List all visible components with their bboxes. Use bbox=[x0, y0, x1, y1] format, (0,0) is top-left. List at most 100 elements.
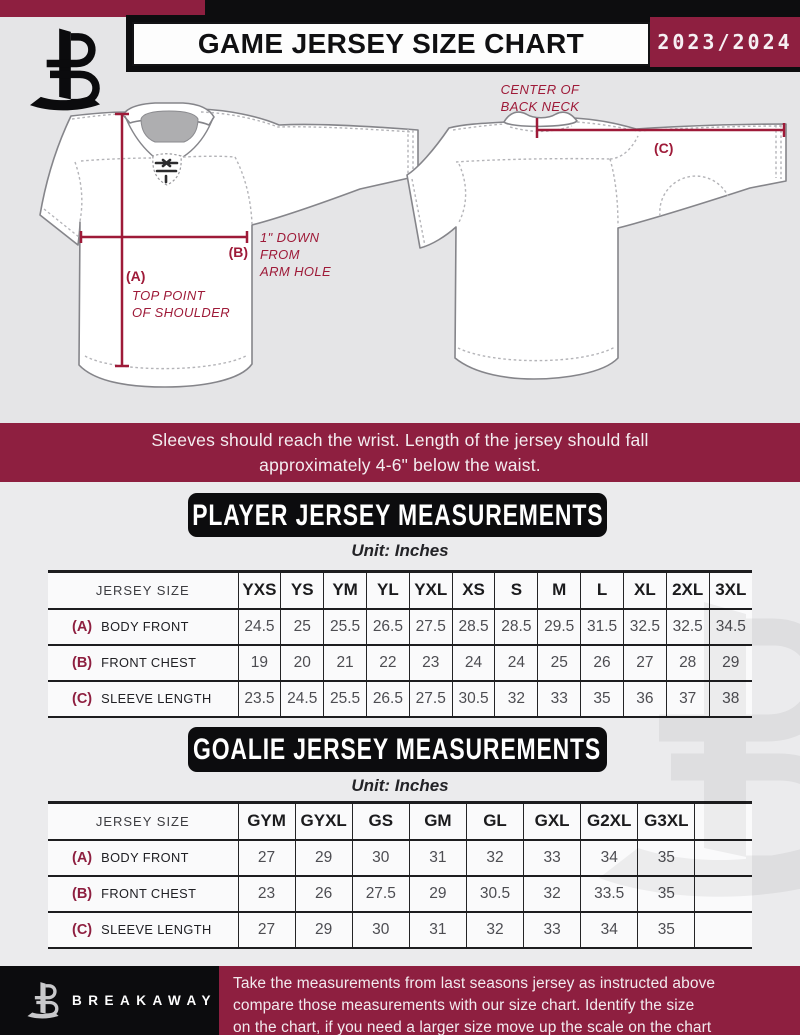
measurement-cell: 24 bbox=[451, 644, 495, 682]
measurement-row: (B) FRONT CHEST 23 26 27.5 29 30.5 32 33.5 35 bbox=[48, 875, 752, 913]
row-label-cell: (B) FRONT CHEST bbox=[48, 644, 238, 682]
size-column-header: S bbox=[494, 570, 538, 610]
row-label-cell: (C) SLEEVE LENGTH bbox=[48, 680, 238, 718]
player-measurements-table: JERSEY SIZE YXS YS YM YL YXL XS S M L XL 2XL 3XL (A) B… bbox=[48, 570, 752, 718]
size-column-header: XL bbox=[622, 570, 667, 610]
measurement-cell bbox=[694, 839, 752, 877]
measurement-cell: 30.5 bbox=[451, 680, 495, 718]
measurement-cell: 31 bbox=[408, 839, 467, 877]
measurement-cell: 29.5 bbox=[537, 608, 581, 646]
footer-note-line-3: on the chart, if you need a larger size … bbox=[233, 1019, 712, 1035]
size-column-header: L bbox=[580, 570, 624, 610]
measurement-cell: 36 bbox=[622, 680, 667, 718]
goalie-measurements-table: JERSEY SIZE GYM GYXL GS GM GL GXL G2XL G3XL (A) BO… bbox=[48, 801, 752, 949]
lace-placket bbox=[152, 153, 182, 186]
measurement-cell: 30 bbox=[351, 911, 410, 949]
footer-brand-block: BREAKAWAY bbox=[0, 966, 219, 1035]
back-collar bbox=[503, 111, 578, 128]
row-label-cell: (A) BODY FRONT bbox=[48, 839, 238, 877]
measurement-cell: 29 bbox=[708, 644, 752, 682]
row-key: (C) bbox=[72, 921, 93, 938]
label-b-note-1: 1" DOWN bbox=[260, 230, 320, 245]
size-column-header: G2XL bbox=[580, 801, 638, 841]
measurement-cell: 21 bbox=[323, 644, 367, 682]
measurement-cell: 27 bbox=[237, 911, 296, 949]
label-b: (B) bbox=[229, 244, 248, 260]
size-column-header: YXS bbox=[237, 570, 281, 610]
size-column-header: GXL bbox=[523, 801, 581, 841]
measurement-row: (C) SLEEVE LENGTH 23.5 24.5 25.5 26.5 27.5 30.5… bbox=[48, 680, 752, 718]
measurement-cell: 25 bbox=[280, 608, 324, 646]
size-column-header: G3XL bbox=[637, 801, 695, 841]
measurement-cell: 33 bbox=[523, 911, 581, 949]
measurement-cell: 32.5 bbox=[622, 608, 667, 646]
measurement-cell: 29 bbox=[294, 911, 353, 949]
measurement-cell: 28.5 bbox=[451, 608, 495, 646]
measurement-cell: 28 bbox=[665, 644, 710, 682]
row-key: (A) bbox=[72, 849, 93, 866]
measurement-row: (B) FRONT CHEST 19 20 21 22 23 24 24 25 26 27 28 29 bbox=[48, 644, 752, 682]
row-label: FRONT CHEST bbox=[101, 885, 197, 901]
measurement-cell: 34 bbox=[580, 839, 638, 877]
back-seam-stitching bbox=[411, 121, 783, 362]
measurement-row: (A) BODY FRONT 27 29 30 31 32 33 34 35 bbox=[48, 839, 752, 877]
row-key: (A) bbox=[72, 618, 93, 635]
measurement-cell: 32 bbox=[523, 875, 581, 913]
row-label: BODY FRONT bbox=[101, 849, 189, 865]
table-header-row: JERSEY SIZE YXS YS YM YL YXL XS S M L XL 2XL 3XL bbox=[48, 570, 752, 610]
measurement-cell: 29 bbox=[408, 875, 467, 913]
size-column-header: YM bbox=[323, 570, 367, 610]
goalie-section-title: GOALIE JERSEY MEASUREMENTS bbox=[193, 732, 602, 766]
measurement-cell: 27 bbox=[622, 644, 667, 682]
goalie-section-header: GOALIE JERSEY MEASUREMENTS bbox=[188, 727, 607, 772]
measurement-cell: 32.5 bbox=[665, 608, 710, 646]
measurement-cell: 33 bbox=[537, 680, 581, 718]
size-column-header: M bbox=[537, 570, 581, 610]
size-column-header: XS bbox=[451, 570, 495, 610]
season-badge: 2023/2024 bbox=[650, 17, 800, 67]
size-column-header: GL bbox=[465, 801, 524, 841]
page-title: GAME JERSEY SIZE CHART bbox=[197, 28, 585, 59]
label-b-note-2: FROM bbox=[260, 247, 300, 262]
jersey-size-column-label: JERSEY SIZE bbox=[48, 570, 238, 610]
row-label-cell: (B) FRONT CHEST bbox=[48, 875, 238, 913]
measurement-cell: 31 bbox=[408, 911, 467, 949]
measurement-cell: 26.5 bbox=[365, 608, 410, 646]
fit-note-banner: Sleeves should reach the wrist. Length o… bbox=[0, 423, 800, 482]
measurement-cell: 28.5 bbox=[494, 608, 538, 646]
measurement-cell: 23 bbox=[408, 644, 453, 682]
footer-note-line-1: Take the measurements from last seasons … bbox=[233, 975, 716, 992]
row-label: FRONT CHEST bbox=[101, 654, 197, 670]
breakaway-b-footer-icon bbox=[24, 981, 62, 1021]
label-a-note-1: TOP POINT bbox=[132, 288, 206, 303]
top-strip-black bbox=[205, 0, 800, 17]
measurement-cell: 33 bbox=[523, 839, 581, 877]
measurement-cell: 34 bbox=[580, 911, 638, 949]
measurement-cell: 23.5 bbox=[237, 680, 281, 718]
measurement-cell: 32 bbox=[465, 839, 524, 877]
label-a-note-2: OF SHOULDER bbox=[132, 305, 230, 320]
size-column-header: GYXL bbox=[294, 801, 353, 841]
measurement-cell: 23 bbox=[237, 875, 296, 913]
size-column-header: YL bbox=[365, 570, 410, 610]
measurement-cell: 30.5 bbox=[465, 875, 524, 913]
measurement-cell: 25.5 bbox=[323, 608, 367, 646]
measurement-line-c bbox=[535, 118, 786, 138]
footer-instructions: Take the measurements from last seasons … bbox=[219, 966, 800, 1035]
jersey-size-column-label: JERSEY SIZE bbox=[48, 801, 238, 841]
measurement-cell: 24.5 bbox=[280, 680, 324, 718]
size-column-header: 2XL bbox=[665, 570, 710, 610]
measurement-cell: 33.5 bbox=[580, 875, 638, 913]
player-section-header: PLAYER JERSEY MEASUREMENTS bbox=[188, 493, 607, 537]
size-column-header: YXL bbox=[408, 570, 453, 610]
footer-brand-name: BREAKAWAY bbox=[72, 993, 218, 1008]
measurement-cell: 27.5 bbox=[351, 875, 410, 913]
measurement-cell: 25.5 bbox=[323, 680, 367, 718]
measurement-cell: 37 bbox=[665, 680, 710, 718]
back-neck-note-2: BACK NECK bbox=[501, 99, 581, 114]
size-column-header: GYM bbox=[237, 801, 296, 841]
measurement-cell: 27.5 bbox=[408, 608, 453, 646]
measurement-cell: 38 bbox=[708, 680, 752, 718]
measurement-cell: 25 bbox=[537, 644, 581, 682]
